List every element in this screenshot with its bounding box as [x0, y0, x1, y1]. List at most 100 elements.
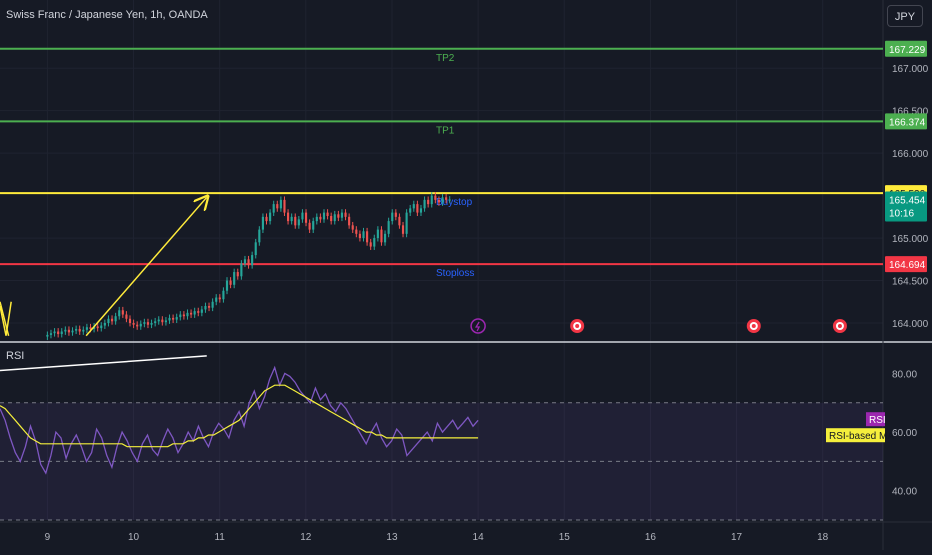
candle-body	[53, 331, 56, 334]
candle-body	[143, 322, 146, 324]
time-tick-label: 9	[45, 532, 51, 543]
candle-body	[322, 212, 326, 220]
candle-body	[401, 225, 405, 234]
candle-body	[204, 306, 207, 310]
candle-body	[251, 255, 254, 266]
last-price-tag[interactable]	[885, 191, 927, 222]
candle-body	[427, 199, 430, 205]
candle-body	[423, 199, 426, 209]
candles	[46, 192, 451, 340]
countdown-text: 10:16	[889, 209, 914, 220]
time-tick-label: 10	[128, 532, 140, 543]
level-label-tp1: TP1	[436, 125, 455, 136]
candle-body	[189, 312, 193, 315]
candle-body	[150, 323, 153, 325]
event-markers[interactable]	[470, 318, 847, 334]
candle-body	[161, 319, 164, 323]
time-tick-label: 18	[817, 532, 829, 543]
candle-body	[229, 280, 232, 285]
candle-body	[243, 259, 247, 264]
candle-body	[330, 216, 333, 222]
candle-body	[100, 325, 103, 329]
candle-body	[125, 314, 128, 319]
candle-body	[197, 311, 200, 313]
candle-body	[358, 233, 361, 239]
candle-body	[139, 323, 142, 327]
time-tick-label: 13	[386, 532, 398, 543]
candle-body	[419, 208, 423, 213]
rsi-tick-label: 60.00	[892, 428, 917, 439]
candle-body	[437, 199, 441, 203]
candle-body	[247, 259, 250, 266]
rsi-pane-title[interactable]: RSI	[6, 350, 25, 362]
candle-body	[222, 290, 225, 300]
rsi-ma-legend-tag[interactable]	[826, 428, 885, 443]
candle-body	[366, 231, 369, 243]
rsi-tick-label: 40.00	[892, 487, 917, 498]
candle-body	[207, 306, 211, 308]
price-tick-label: 164.000	[892, 319, 929, 330]
candle-body	[333, 214, 336, 222]
candle-body	[225, 280, 229, 291]
candle-body	[75, 328, 78, 331]
candle-body	[283, 199, 286, 213]
candle-body	[157, 319, 160, 322]
candle-body	[57, 331, 60, 335]
rsi-legend-tag[interactable]	[866, 412, 885, 427]
candle-body	[441, 197, 444, 203]
level-tag-tp2[interactable]	[885, 40, 927, 57]
candle-body	[103, 323, 106, 326]
candle-body	[398, 216, 401, 226]
candle-body	[373, 238, 376, 247]
candle-body	[434, 195, 437, 200]
price-tick-label: 165.000	[892, 234, 929, 245]
candle-body	[128, 318, 132, 324]
level-tag-text: 167.229	[889, 45, 926, 56]
candle-body	[383, 233, 387, 243]
time-tick-label: 12	[300, 532, 312, 543]
candle-body	[121, 310, 124, 315]
candle-body	[168, 317, 171, 321]
candle-body	[211, 301, 214, 308]
candle-body	[394, 212, 397, 217]
lightning-glyph	[474, 321, 481, 332]
level-tag-text: 164.694	[889, 260, 926, 271]
candle-body	[308, 222, 311, 230]
candle-body	[175, 317, 178, 320]
candle-body	[387, 221, 390, 234]
symbol-title[interactable]: Swiss Franc / Japanese Yen, 1h, OANDA	[6, 9, 208, 21]
rsi-trend-line[interactable]	[0, 355, 207, 372]
candle-body	[340, 212, 344, 218]
rsi-line	[0, 365, 479, 475]
price-axis[interactable]: 167.000 166.500 166.000 165.000 164.500 164.0…	[826, 40, 929, 498]
drawings[interactable]	[0, 197, 207, 337]
lightning-icon[interactable]	[470, 318, 486, 334]
rsi-ma-legend-text: RSI-based MA	[829, 431, 894, 442]
time-axis[interactable]: 9 10 11 12 13 14 15 16 17 18	[45, 532, 829, 543]
candle-body	[376, 229, 379, 239]
candle-body	[78, 328, 81, 332]
candle-body	[445, 197, 448, 200]
level-tag-stoploss[interactable]	[885, 256, 927, 273]
currency-button[interactable]: JPY	[887, 5, 923, 27]
left-wedge[interactable]	[0, 301, 12, 336]
candle-body	[344, 212, 347, 217]
candle-body	[172, 317, 175, 320]
candle-body	[380, 229, 383, 243]
candle-body	[312, 221, 315, 230]
level-tag-tp1[interactable]	[885, 113, 927, 130]
level-label-stoploss: Stoploss	[436, 268, 474, 279]
candle-body	[319, 216, 322, 220]
trend-arrow[interactable]	[85, 197, 207, 337]
candle-body	[315, 216, 318, 222]
candle-body	[67, 329, 71, 333]
candle-body	[254, 242, 257, 256]
time-tick-label: 17	[731, 532, 743, 543]
event-target-dot	[837, 324, 842, 328]
time-tick-label: 14	[473, 532, 485, 543]
price-tick-label: 166.500	[892, 107, 929, 118]
rsi-ma-line	[0, 384, 479, 448]
